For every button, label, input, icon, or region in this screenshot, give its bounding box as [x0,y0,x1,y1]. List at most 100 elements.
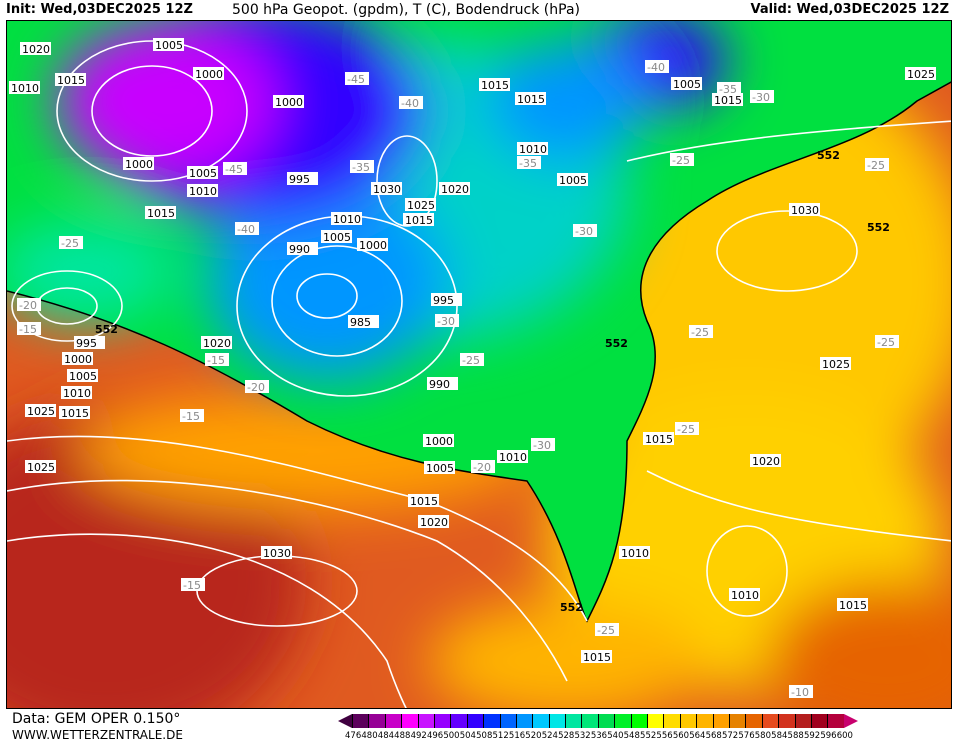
svg-text:-15: -15 [207,354,225,367]
legend-tick: 560 [672,731,690,741]
legend-swatch [761,714,779,728]
temperature-label: -35 [717,82,741,96]
legend-tick: 528 [558,731,575,741]
isobar-label: 1020 [20,42,51,56]
svg-text:1005: 1005 [189,167,217,180]
temperature-label: -10 [789,685,813,699]
legend-swatch [515,714,533,728]
legend-tick: 492 [410,731,427,741]
legend-tick: 572 [721,731,739,741]
svg-text:995: 995 [76,337,97,350]
svg-text:-35: -35 [719,83,737,96]
header: Init: Wed,03DEC2025 12Z 500 hPa Geopot. … [0,0,959,20]
geopotential-label: 552 [560,601,583,614]
svg-text:1025: 1025 [907,68,935,81]
svg-text:1020: 1020 [203,337,231,350]
legend-tick: 484 [377,731,395,741]
legend-tick: 548 [623,731,640,741]
geopotential-label: 552 [605,337,628,350]
isobar-label: 1015 [712,93,743,107]
svg-text:-30: -30 [437,315,455,328]
isobar-label: 990 [427,377,458,391]
svg-text:1015: 1015 [61,407,89,420]
legend-ticks: 476 480 484 488 492 496 500 504 508 512 516 520 524 5… [345,731,853,741]
legend-tick: 524 [541,731,558,741]
svg-text:-25: -25 [677,423,695,436]
isobar-label: 1010 [61,386,92,400]
isobar-label: 1010 [331,212,362,226]
legend-swatch [810,714,828,728]
svg-text:1005: 1005 [673,78,701,91]
svg-text:1015: 1015 [517,93,545,106]
svg-text:1010: 1010 [731,589,759,602]
svg-text:1025: 1025 [822,358,850,371]
svg-text:-20: -20 [473,461,491,474]
temperature-label: -25 [460,353,484,367]
legend-swatch [466,714,484,728]
svg-text:1000: 1000 [275,96,303,109]
legend-swatch [827,714,844,728]
legend-tick: 584 [771,731,788,741]
legend-swatch [745,714,762,728]
isobar-label: 1000 [423,434,454,448]
isobar-label: 1005 [557,173,588,187]
map-title: 500 hPa Geopot. (gpdm), T (C), Bodendruc… [232,2,580,18]
svg-text:-35: -35 [352,161,370,174]
isobar-label: 1010 [729,588,760,602]
svg-text:-40: -40 [237,223,255,236]
isobar-label: 1000 [62,352,93,366]
legend-swatch [696,714,713,728]
legend-tick: 596 [820,731,837,741]
website: WWW.WETTERZENTRALE.DE [12,728,183,742]
svg-text:1020: 1020 [752,455,780,468]
svg-text:-30: -30 [752,91,770,104]
legend-swatch [565,714,582,728]
svg-text:1010: 1010 [621,547,649,560]
legend-swatch [417,714,434,728]
svg-text:1005: 1005 [69,370,97,383]
legend-swatch [778,714,795,728]
temperature-label: -20 [17,298,41,312]
legend-left-arrow [338,714,352,728]
svg-text:1000: 1000 [195,68,223,81]
svg-text:1010: 1010 [63,387,91,400]
isobar-label: 1020 [201,336,232,350]
isobar-label: 1000 [273,95,304,109]
legend-swatch [597,714,615,728]
legend-tick: 576 [738,731,755,741]
isobar-label: 1015 [837,598,868,612]
legend-swatch [499,714,516,728]
temperature-label: -25 [675,422,699,436]
svg-text:1010: 1010 [11,82,39,95]
svg-text:1015: 1015 [410,495,438,508]
legend-tick: 580 [754,731,771,741]
isobar-label: 1025 [405,198,436,212]
legend-swatch [728,714,746,728]
svg-text:985: 985 [350,316,371,329]
legend-tick: 536 [590,731,608,741]
svg-text:1015: 1015 [583,651,611,664]
svg-text:-20: -20 [19,299,37,312]
svg-text:1005: 1005 [323,231,351,244]
temperature-label: -25 [595,623,619,637]
svg-text:990: 990 [429,378,450,391]
isobars [7,40,951,708]
svg-text:-35: -35 [519,157,537,170]
temperature-label: -25 [875,335,899,349]
svg-text:1015: 1015 [645,433,673,446]
legend-swatch [712,714,729,728]
isobar-label: 1020 [750,454,781,468]
temperature-label: -25 [689,325,713,339]
temperature-label: -45 [345,72,369,86]
legend-tick: 520 [525,731,542,741]
isobar-label: 1015 [581,650,612,664]
isobar-label: 1010 [9,81,40,95]
svg-text:1020: 1020 [441,183,469,196]
legend-tick: 532 [574,731,591,741]
legend-swatch [630,714,648,728]
legend-swatch [401,714,418,728]
svg-text:995: 995 [433,294,454,307]
geopotential-label: 552 [95,323,118,336]
color-legend [338,714,858,728]
temperature-label: -30 [531,438,555,452]
